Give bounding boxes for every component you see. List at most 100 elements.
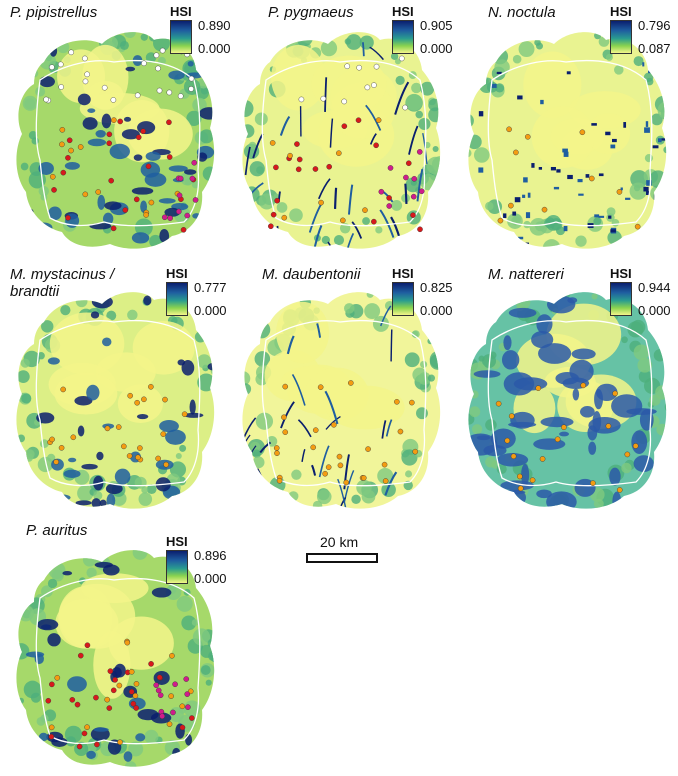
record-point <box>156 674 163 681</box>
record-point <box>135 134 142 141</box>
record-point <box>107 668 114 674</box>
record-point <box>104 425 111 432</box>
hsi-legend: HSI 0.777 0.000 <box>164 266 260 318</box>
record-point <box>506 126 512 133</box>
record-point <box>189 715 195 721</box>
record-point <box>143 212 149 218</box>
legend-title: HSI <box>392 4 414 19</box>
record-point <box>108 177 114 184</box>
map-panel-p-pygmaeus: P. pygmaeus HSI 0.905 0.000 <box>230 0 453 258</box>
record-point <box>375 117 382 123</box>
record-point <box>588 175 595 182</box>
record-point <box>341 123 348 129</box>
record-point <box>84 642 91 649</box>
record-point <box>137 445 143 451</box>
species-label: P. pygmaeus <box>268 4 354 21</box>
legend-max-value: 0.825 <box>420 280 453 295</box>
record-point <box>402 104 408 111</box>
record-point <box>176 192 183 199</box>
hsi-legend: HSI 0.890 0.000 <box>168 4 264 56</box>
record-point <box>269 140 276 146</box>
record-point <box>331 422 337 428</box>
park-boundary <box>35 319 201 487</box>
record-point <box>95 189 101 195</box>
record-point <box>166 154 173 160</box>
record-point <box>82 55 88 62</box>
map-panel-m-daubentonii: M. daubentonii HSI 0.825 0.000 <box>230 258 453 518</box>
record-point <box>166 119 172 126</box>
record-point <box>68 147 74 154</box>
record-point <box>183 676 190 682</box>
habitat-map <box>16 292 215 509</box>
hsi-legend: HSI 0.796 0.087 <box>608 4 678 56</box>
record-point <box>417 226 423 233</box>
record-point <box>616 487 623 493</box>
hsi-legend: HSI 0.825 0.000 <box>390 266 486 318</box>
record-point <box>141 396 147 403</box>
map-panel-m-nattereri: M. nattereri HSI 0.944 0.000 <box>456 258 678 518</box>
record-point <box>318 199 324 206</box>
record-point <box>116 682 123 689</box>
record-point <box>54 675 61 681</box>
habitat-map <box>242 32 441 249</box>
record-point <box>416 149 423 155</box>
park-boundary <box>35 59 201 227</box>
record-point <box>155 687 162 694</box>
record-point <box>365 446 371 452</box>
habitat-map <box>16 32 215 249</box>
park-boundary <box>35 577 201 745</box>
record-point <box>381 461 388 468</box>
legend-title: HSI <box>610 266 632 281</box>
record-point <box>126 453 133 459</box>
record-point <box>156 87 163 94</box>
record-point <box>580 382 587 389</box>
record-point <box>529 477 536 483</box>
record-point <box>130 700 137 707</box>
scale-bar-label: 20 km <box>320 534 359 550</box>
species-label: P. pipistrellus <box>10 4 98 21</box>
color-ramp <box>610 20 632 54</box>
record-point <box>177 93 184 99</box>
legend-min-value: 0.000 <box>194 571 227 586</box>
legend-min-value: 0.000 <box>198 41 231 56</box>
record-point <box>336 150 342 156</box>
park-boundary <box>487 319 653 487</box>
legend-title: HSI <box>610 4 632 19</box>
park-boundary <box>487 59 653 227</box>
record-point <box>397 428 404 435</box>
map-panel-m-mystacinus-brandtii: M. mystacinus / brandtii HSI 0.777 0.000 <box>4 258 227 518</box>
record-point <box>135 454 141 461</box>
record-point <box>59 141 65 148</box>
record-point <box>410 212 416 218</box>
record-point <box>65 155 71 161</box>
record-point <box>175 208 182 215</box>
record-point <box>310 444 316 451</box>
record-point <box>535 385 542 391</box>
record-point <box>148 384 154 390</box>
record-point <box>192 197 199 203</box>
record-point <box>162 396 168 403</box>
record-point <box>364 84 371 91</box>
record-point <box>115 424 122 430</box>
record-point <box>74 701 81 708</box>
record-point <box>343 479 350 486</box>
map-panel-n-noctula: N. noctula HSI 0.796 0.087 <box>456 0 678 258</box>
color-ramp <box>166 282 188 316</box>
record-point <box>58 445 65 451</box>
legend-max-value: 0.890 <box>198 18 231 33</box>
map-panel-p-auritus: P. auritus HSI 0.896 0.000 <box>4 518 227 776</box>
record-point <box>337 462 344 469</box>
record-point <box>59 127 66 133</box>
record-point <box>111 117 117 123</box>
record-point <box>287 152 293 159</box>
hsi-legend: HSI 0.905 0.000 <box>390 4 486 56</box>
record-point <box>554 436 561 443</box>
record-point <box>632 443 639 449</box>
record-point <box>170 709 176 716</box>
record-point <box>169 652 175 659</box>
habitat-map <box>16 550 215 767</box>
record-point <box>409 399 415 406</box>
record-point <box>166 89 173 96</box>
record-point <box>148 661 154 667</box>
record-point <box>121 443 127 450</box>
